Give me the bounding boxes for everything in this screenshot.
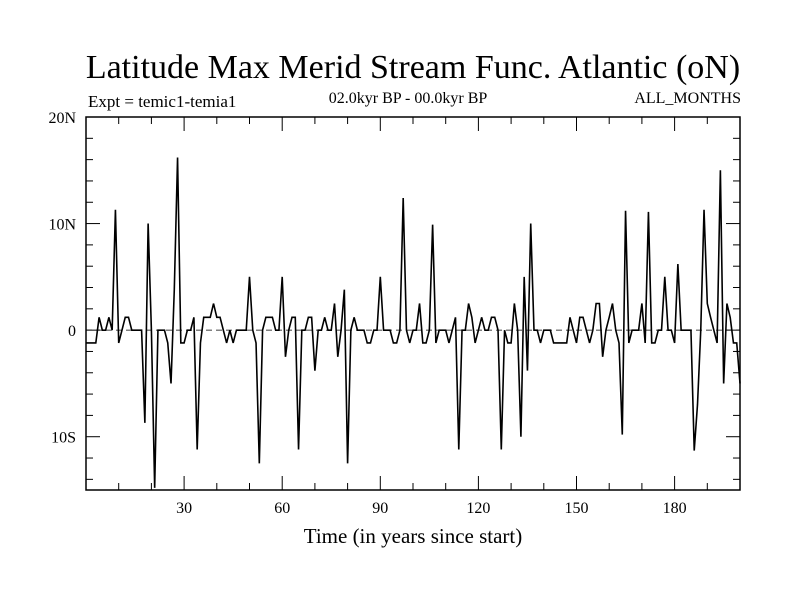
data-series: [86, 157, 741, 488]
x-axis-label: Time (in years since start): [304, 524, 523, 548]
x-axis: 30 60 90 120 150 180: [118, 117, 708, 517]
x-tick-label: 60: [274, 500, 290, 517]
y-axis: 20N 10N 0 10S: [48, 110, 740, 480]
period-label: 02.0kyr BP - 00.0kyr BP: [329, 90, 488, 107]
chart-title: Latitude Max Merid Stream Func. Atlantic…: [86, 49, 740, 86]
x-tick-label: 180: [663, 500, 687, 517]
x-tick-label: 30: [176, 500, 192, 517]
x-tick-label: 120: [466, 500, 490, 517]
experiment-label: Expt = temic1-temia1: [88, 92, 236, 111]
y-tick-label: 0: [68, 323, 76, 340]
x-tick-label: 90: [372, 500, 388, 517]
y-tick-label: 10S: [51, 430, 76, 447]
x-tick-label: 150: [565, 500, 589, 517]
months-label: ALL_MONTHS: [634, 90, 741, 107]
series-line-0: [86, 157, 741, 488]
y-tick-label: 10N: [48, 217, 76, 234]
y-tick-label: 20N: [48, 110, 76, 127]
